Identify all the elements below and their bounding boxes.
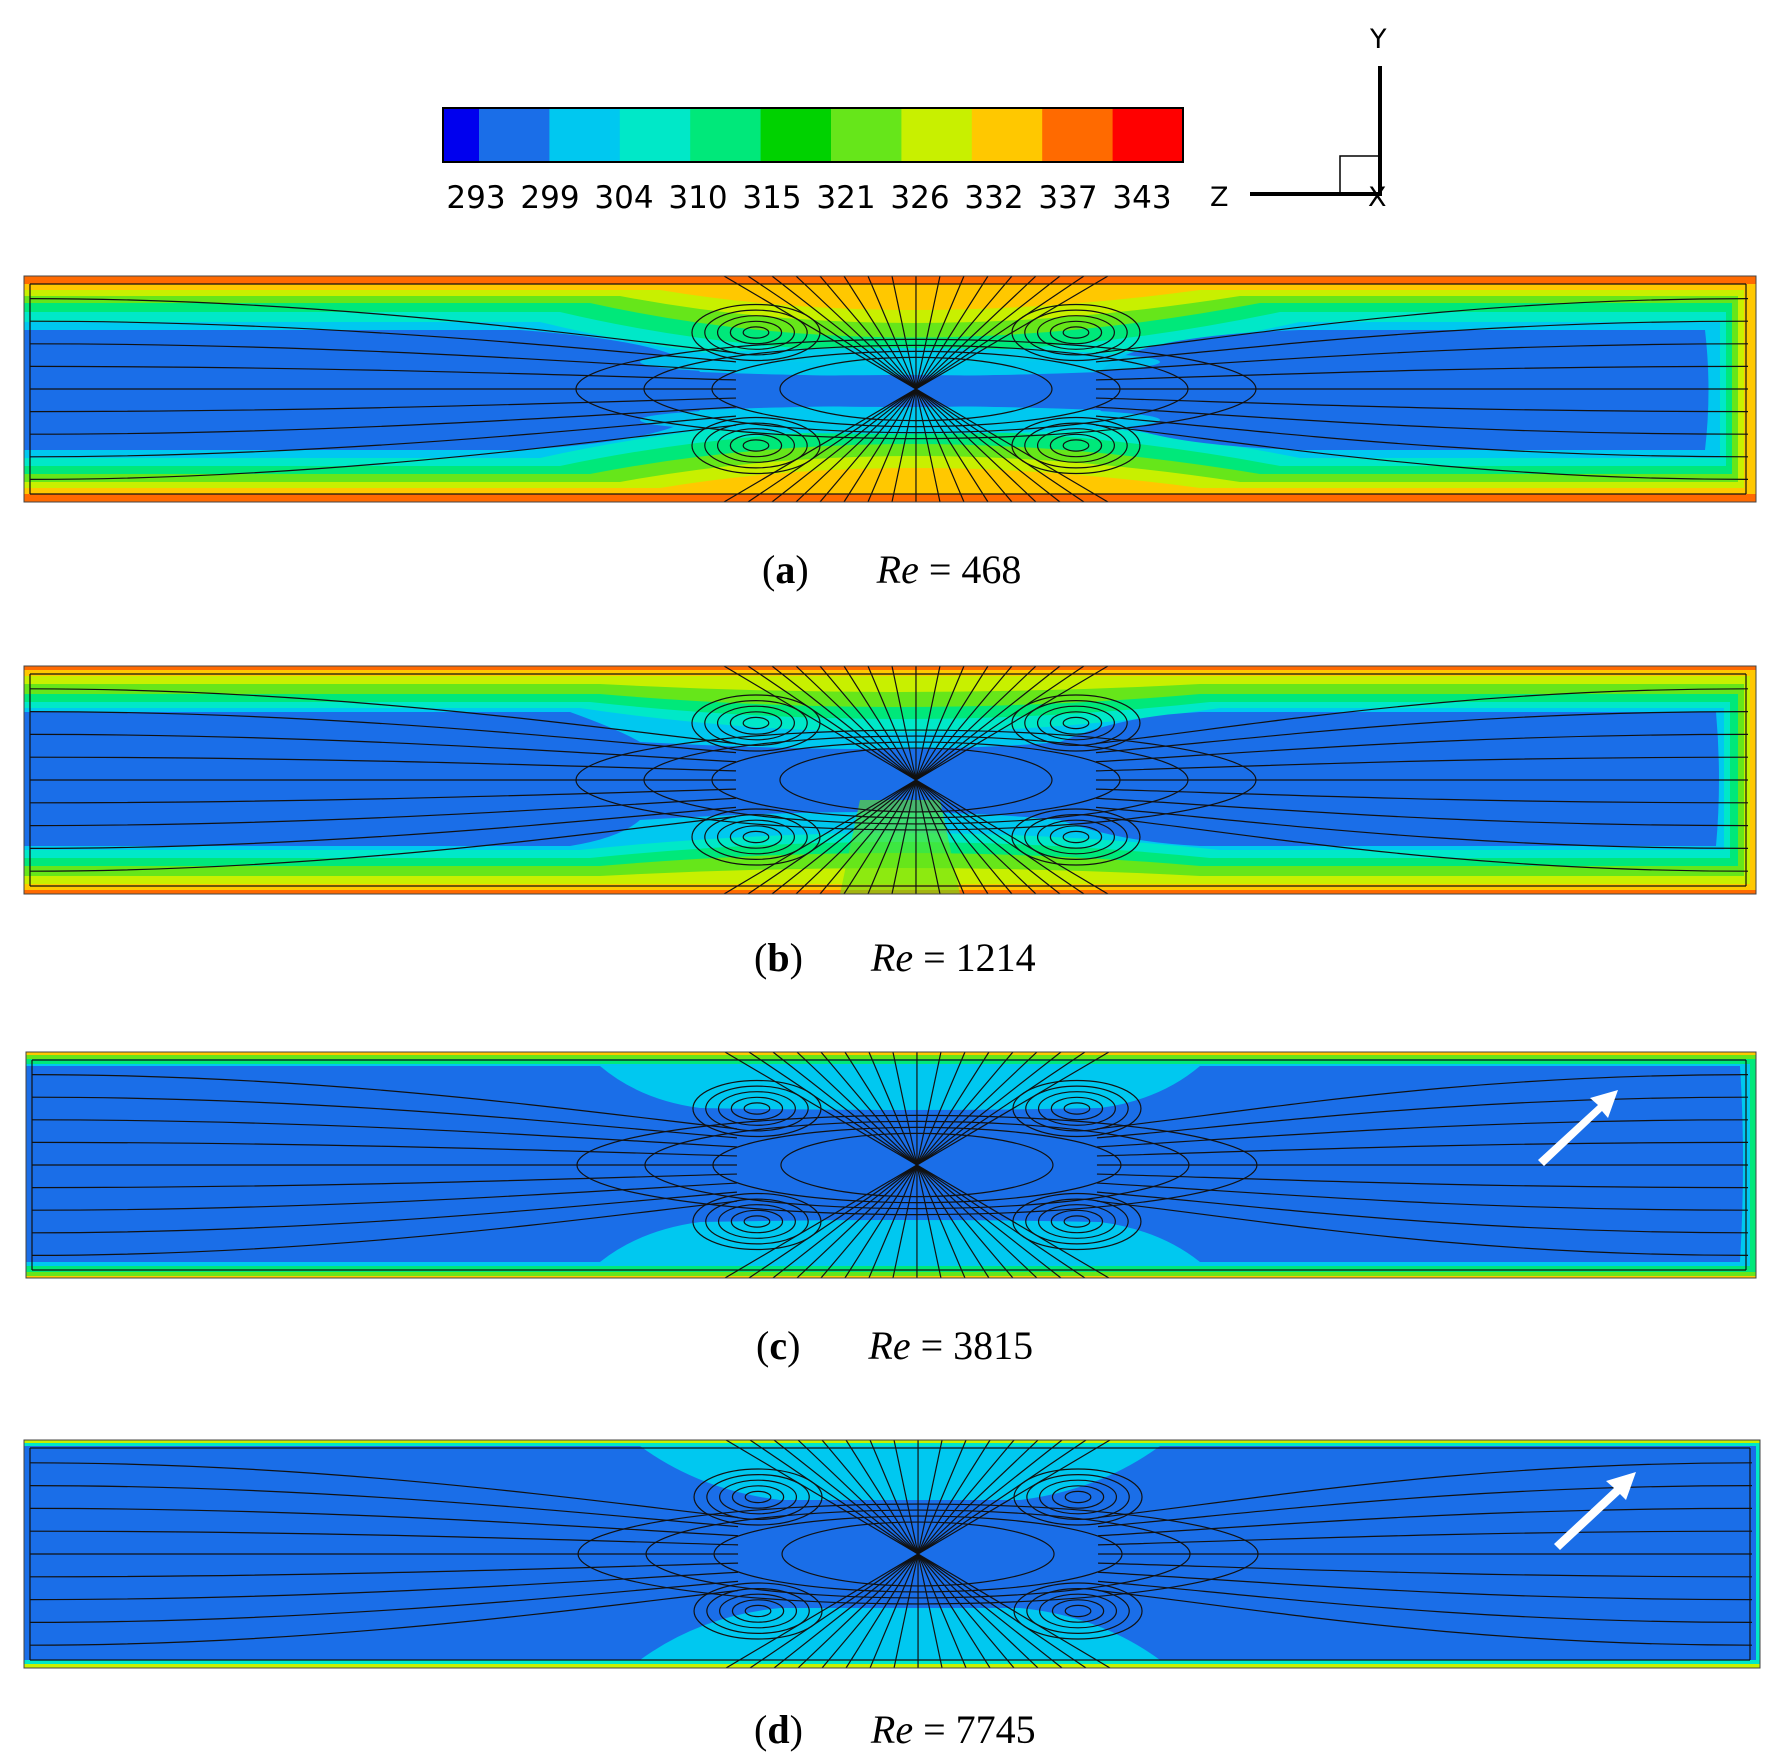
colorbar-cell — [690, 108, 762, 162]
colorbar-cell — [831, 108, 902, 162]
colorbar: 293 299 304 310 315 321 326 332 337 343 — [442, 107, 1184, 216]
colorbar-cell — [549, 108, 621, 162]
panel-d-arrow — [1554, 1472, 1636, 1550]
colorbar-tick-label: 304 — [594, 180, 653, 216]
colorbar-cell — [443, 108, 480, 162]
colorbar-tick-label: 321 — [816, 180, 875, 216]
caption-b: (b) Re = 1214 — [754, 935, 1036, 980]
panel-a-contour — [24, 276, 1756, 502]
axis-y-label: Y — [1369, 24, 1387, 55]
caption-a: (a) Re = 468 — [762, 547, 1022, 592]
colorbar-cells — [443, 108, 1184, 162]
caption-c: (c) Re = 3815 — [756, 1323, 1034, 1368]
axis-triad: Y Z X — [1210, 24, 1387, 213]
colorbar-cell — [901, 108, 973, 162]
colorbar-tick-label: 310 — [668, 180, 727, 216]
colorbar-tick-labels: 293 299 304 310 315 321 326 332 337 343 — [446, 180, 1171, 216]
panel-b-contour — [24, 666, 1756, 894]
colorbar-tick-label: 343 — [1112, 180, 1171, 216]
panel-c-contour — [26, 1052, 1756, 1278]
colorbar-tick-label: 299 — [520, 180, 579, 216]
colorbar-tick-label: 337 — [1038, 180, 1097, 216]
panel-d-contour — [24, 1440, 1760, 1668]
axis-z-label: Z — [1210, 182, 1229, 213]
colorbar-cell — [760, 108, 832, 162]
colorbar-frame — [442, 107, 1184, 163]
colorbar-tick-label: 315 — [742, 180, 801, 216]
colorbar-tick-label: 326 — [890, 180, 949, 216]
caption-d: (d) Re = 7745 — [754, 1707, 1036, 1752]
colorbar-cell — [619, 108, 691, 162]
colorbar-cell — [1042, 108, 1114, 162]
panel-c-arrow — [1538, 1090, 1618, 1166]
colorbar-cell — [1112, 108, 1184, 162]
colorbar-cell — [971, 108, 1043, 162]
axis-x-label: X — [1368, 182, 1387, 213]
colorbar-tick-label: 293 — [446, 180, 505, 216]
colorbar-tick-label: 332 — [964, 180, 1023, 216]
colorbar-cell — [479, 108, 550, 162]
